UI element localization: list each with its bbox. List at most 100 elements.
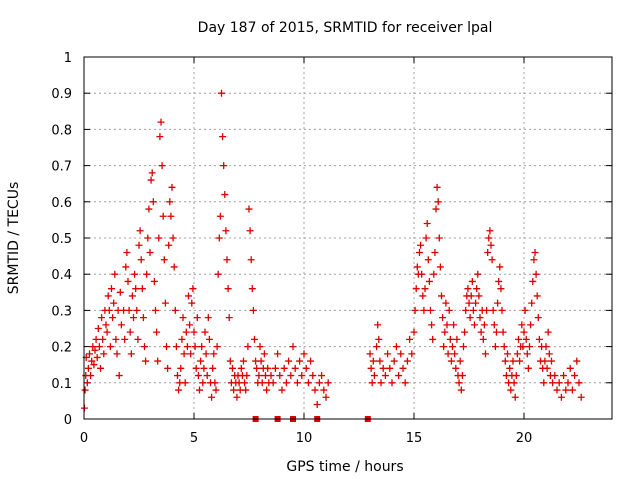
data-point xyxy=(499,328,507,336)
data-point xyxy=(167,212,175,220)
data-point xyxy=(198,343,206,351)
data-point xyxy=(498,306,506,314)
data-point xyxy=(480,321,488,329)
data-point xyxy=(132,285,140,293)
data-point xyxy=(94,325,102,332)
y-tick-label: 0 xyxy=(64,413,72,428)
data-point xyxy=(282,379,290,387)
data-point xyxy=(191,343,199,351)
data-point xyxy=(253,364,261,372)
data-point xyxy=(447,357,455,365)
data-point xyxy=(461,328,469,336)
data-point xyxy=(487,241,495,249)
data-point xyxy=(523,350,531,358)
y-tick-label: 0.6 xyxy=(51,196,72,211)
data-point xyxy=(485,234,493,242)
data-point xyxy=(512,372,520,380)
data-point xyxy=(280,364,288,372)
data-point xyxy=(104,292,112,300)
data-point xyxy=(366,350,374,358)
data-point xyxy=(395,372,403,380)
data-point xyxy=(244,343,252,351)
data-point xyxy=(530,256,538,264)
data-point xyxy=(187,350,195,358)
data-point xyxy=(141,343,148,351)
data-point xyxy=(467,292,475,300)
data-point xyxy=(401,379,409,387)
data-point xyxy=(489,306,497,314)
data-point xyxy=(125,306,133,314)
data-point xyxy=(84,364,92,372)
data-point xyxy=(221,191,229,199)
data-point xyxy=(251,335,258,343)
data-point xyxy=(524,364,532,372)
data-point xyxy=(103,328,111,336)
data-point xyxy=(233,393,241,401)
data-point xyxy=(168,183,176,191)
data-point xyxy=(545,350,553,358)
data-point xyxy=(457,386,465,394)
data-point xyxy=(182,328,190,336)
data-point xyxy=(144,234,152,242)
data-point xyxy=(181,379,189,387)
data-point xyxy=(410,328,418,336)
data-point xyxy=(170,263,178,271)
data-point xyxy=(108,285,115,293)
data-point xyxy=(193,314,201,322)
data-point xyxy=(421,285,429,293)
data-point xyxy=(541,357,549,365)
data-point xyxy=(285,357,293,365)
data-point xyxy=(237,364,245,372)
data-point xyxy=(553,386,561,394)
data-point xyxy=(154,357,162,365)
data-point xyxy=(136,227,144,235)
data-point xyxy=(441,328,449,336)
data-point xyxy=(442,299,450,307)
data-point xyxy=(424,256,432,264)
data-point xyxy=(526,343,533,351)
data-point xyxy=(202,350,210,358)
data-point xyxy=(110,299,118,307)
data-point xyxy=(240,357,247,365)
data-point xyxy=(145,205,153,213)
data-point xyxy=(453,335,461,343)
data-point xyxy=(419,292,427,300)
data-point xyxy=(540,379,548,387)
data-point xyxy=(111,270,119,278)
data-point xyxy=(560,372,568,380)
data-point xyxy=(291,364,299,372)
data-point xyxy=(158,162,166,170)
data-point xyxy=(224,285,232,293)
data-point xyxy=(225,314,233,322)
data-point xyxy=(577,393,585,401)
data-point xyxy=(226,357,234,365)
data-point xyxy=(106,343,114,351)
data-point xyxy=(430,270,438,278)
data-point xyxy=(287,372,295,380)
y-tick-label: 0.4 xyxy=(51,268,72,283)
data-point xyxy=(460,343,467,351)
data-point xyxy=(263,386,271,394)
data-point xyxy=(510,379,518,387)
data-point xyxy=(289,343,297,351)
data-point xyxy=(543,364,551,372)
data-point xyxy=(185,292,192,300)
data-point xyxy=(115,372,123,380)
data-point xyxy=(166,198,174,206)
data-point xyxy=(534,314,542,322)
data-point xyxy=(190,328,198,336)
data-point xyxy=(102,321,110,329)
y-tick-label: 0.8 xyxy=(51,123,72,138)
data-point xyxy=(511,393,519,401)
data-point xyxy=(476,314,484,322)
data-point xyxy=(518,321,526,329)
data-point xyxy=(165,241,173,249)
data-point xyxy=(423,220,431,228)
data-point xyxy=(307,357,315,365)
data-point xyxy=(127,350,135,358)
data-point xyxy=(418,270,426,278)
data-point xyxy=(229,364,236,372)
data-point xyxy=(482,350,489,358)
data-point xyxy=(109,314,117,322)
